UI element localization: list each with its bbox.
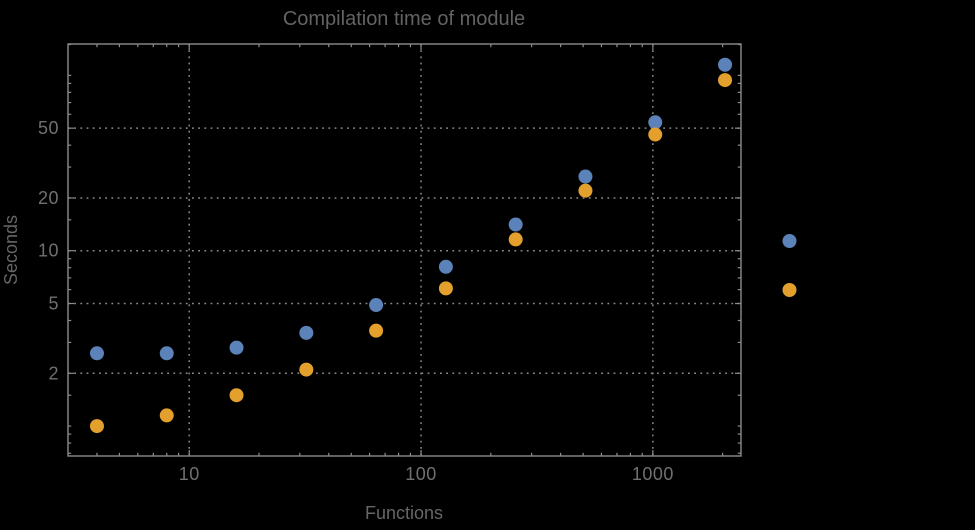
point-orange-x64 — [369, 323, 384, 338]
point-blue-x128 — [438, 259, 453, 274]
point-blue-x32 — [299, 325, 314, 340]
y-axis-label: Seconds — [1, 215, 21, 285]
point-blue-x4 — [89, 346, 104, 361]
point-orange-x128 — [438, 281, 453, 296]
point-orange-x8 — [159, 408, 174, 423]
tick-labels: 10 100 1000 2 5 10 20 50 — [38, 118, 674, 484]
plot-frame — [67, 43, 742, 457]
chart-title: Compilation time of module — [283, 8, 525, 30]
point-orange-x2048 — [718, 73, 733, 88]
point-blue-x1024 — [648, 115, 663, 130]
x-tick-label-100: 100 — [405, 464, 437, 484]
point-blue-x64 — [369, 298, 384, 313]
x-tick-label-1000: 1000 — [632, 464, 674, 484]
point-blue-x16 — [229, 340, 244, 355]
point-blue-x8 — [159, 346, 174, 361]
point-orange-x16 — [229, 388, 244, 403]
point-orange-x4 — [89, 419, 104, 434]
plot-frame-border — [67, 43, 742, 457]
y-tick-label-2: 2 — [48, 363, 59, 383]
legend — [782, 234, 797, 297]
x-axis-label: Functions — [365, 503, 443, 523]
legend-marker-blue — [782, 234, 797, 248]
point-orange-x32 — [299, 362, 314, 377]
x-tick-label-10: 10 — [179, 464, 200, 484]
gridlines — [68, 44, 741, 456]
point-orange-x512 — [578, 183, 593, 198]
point-blue-x2048 — [718, 57, 733, 72]
point-blue-x512 — [578, 169, 593, 184]
y-tick-label-10: 10 — [38, 241, 59, 261]
point-blue-x256 — [508, 217, 523, 232]
point-orange-x256 — [508, 232, 523, 247]
legend-marker-orange — [782, 283, 797, 297]
y-tick-label-20: 20 — [38, 188, 59, 208]
point-orange-x1024 — [648, 127, 663, 142]
data-points — [89, 57, 733, 434]
y-tick-label-5: 5 — [48, 294, 59, 314]
y-tick-label-50: 50 — [38, 118, 59, 138]
